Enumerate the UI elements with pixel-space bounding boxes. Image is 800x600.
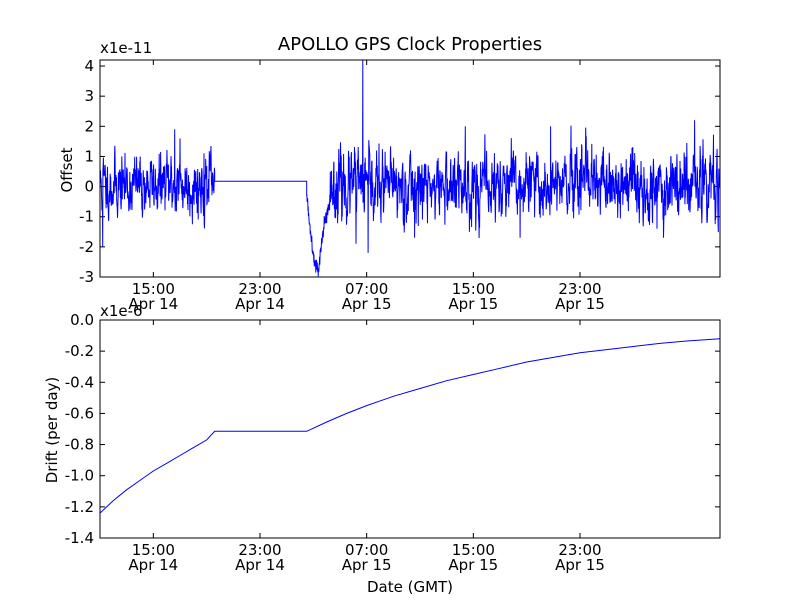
offset-chart: APOLLO GPS Clock Properties x1e-11 Offse…	[58, 34, 721, 313]
y-tick-label: -0.4	[65, 373, 94, 391]
x-tick-label-time: 23:00	[238, 280, 281, 298]
y-tick-label: -3	[79, 268, 94, 286]
y-tick-label: -0.8	[65, 436, 94, 454]
x-tick-label-time: 15:00	[452, 541, 495, 559]
y-tick-label: 0	[84, 178, 94, 196]
x-tick-label-date: Apr 15	[555, 295, 605, 313]
x-tick-label-time: 07:00	[345, 280, 388, 298]
y-tick-label: -1.4	[65, 529, 94, 547]
x-tick-label-time: 07:00	[345, 541, 388, 559]
x-tick-label-date: Apr 15	[342, 556, 392, 574]
drift-series-line	[99, 338, 721, 514]
drift-axis-ticks: -1.4-1.2-1.0-0.8-0.6-0.4-0.20.015:00Apr …	[65, 311, 720, 574]
x-tick-label-date: Apr 14	[128, 556, 178, 574]
y-tick-label: 3	[84, 87, 94, 105]
x-tick-label-date: Apr 14	[235, 556, 285, 574]
y-tick-label: -1.2	[65, 498, 94, 516]
x-tick-label-time: 23:00	[558, 280, 601, 298]
drift-x-axis-label: Date (GMT)	[367, 578, 453, 596]
x-tick-label-date: Apr 15	[555, 556, 605, 574]
x-tick-label-date: Apr 15	[342, 295, 392, 313]
x-tick-label-time: 15:00	[452, 280, 495, 298]
drift-scale-label: x1e-6	[100, 302, 143, 320]
x-tick-label-date: Apr 14	[235, 295, 285, 313]
y-tick-label: 1	[84, 147, 94, 165]
y-tick-label: -0.2	[65, 342, 94, 360]
y-tick-label: 4	[84, 57, 94, 75]
y-tick-label: 0.0	[70, 311, 94, 329]
x-tick-label-time: 23:00	[558, 541, 601, 559]
x-tick-label-date: Apr 14	[128, 295, 178, 313]
y-tick-label: -0.6	[65, 404, 94, 422]
drift-y-axis-label: Drift (per day)	[43, 377, 61, 484]
y-tick-label: 2	[84, 117, 94, 135]
offset-y-axis-label: Offset	[58, 147, 76, 192]
y-tick-label: -1	[79, 208, 94, 226]
chart-title: APOLLO GPS Clock Properties	[278, 34, 542, 55]
drift-chart: x1e-6 Drift (per day) Date (GMT) -1.4 -1.…	[43, 302, 721, 596]
offset-scale-label: x1e-11	[100, 39, 152, 57]
x-tick-label-date: Apr 15	[448, 556, 498, 574]
y-tick-label: -1.0	[65, 467, 94, 485]
x-tick-label-date: Apr 15	[448, 295, 498, 313]
drift-plot-frame	[99, 319, 721, 539]
x-tick-label-time: 23:00	[238, 541, 281, 559]
x-tick-label-time: 15:00	[132, 541, 175, 559]
y-tick-label: -2	[79, 238, 94, 256]
x-tick-label-time: 15:00	[132, 280, 175, 298]
offset-plot-frame	[99, 59, 721, 278]
offset-series-line	[99, 59, 721, 277]
